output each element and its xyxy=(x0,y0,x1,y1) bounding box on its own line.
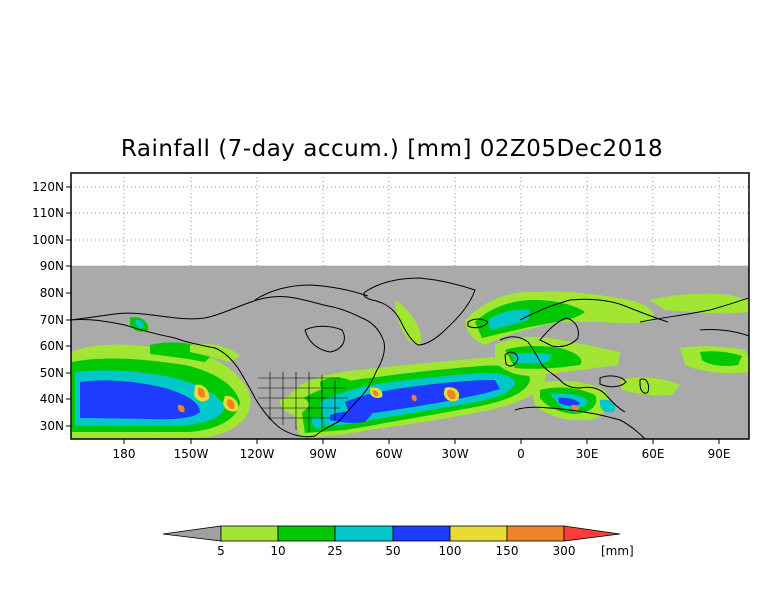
lon-axis xyxy=(123,439,720,444)
lat-label: 70N xyxy=(40,313,64,327)
precip-mediterranean xyxy=(530,377,680,421)
colorbar-break-label: 100 xyxy=(439,544,462,558)
lon-label: 0 xyxy=(517,447,525,461)
lat-label: 100N xyxy=(32,233,64,247)
colorbar-break-label: 50 xyxy=(385,544,400,558)
colorbar-low-arrow xyxy=(162,525,222,542)
lat-label: 120N xyxy=(32,180,64,194)
lat-label: 90N xyxy=(40,259,64,273)
colorbar-swatch xyxy=(334,525,394,542)
colorbar-unit: [mm] xyxy=(601,544,634,558)
lon-label: 30W xyxy=(441,447,468,461)
colorbar-swatch xyxy=(449,525,508,542)
colorbar-break-label: 300 xyxy=(553,544,576,558)
colorbar-high-arrow xyxy=(563,525,621,542)
lat-label: 30N xyxy=(40,419,64,433)
lon-label: 60E xyxy=(642,447,665,461)
lon-label: 90E xyxy=(708,447,731,461)
colorbar-swatch xyxy=(506,525,565,542)
colorbar-swatch xyxy=(392,525,451,542)
us-state-borders xyxy=(258,372,348,432)
lat-label: 110N xyxy=(32,206,64,220)
lon-label: 60W xyxy=(375,447,402,461)
colorbar-swatch xyxy=(277,525,336,542)
lat-label: 50N xyxy=(40,366,64,380)
lat-axis xyxy=(66,186,71,427)
colorbar-break-label: 150 xyxy=(496,544,519,558)
lon-label: 90W xyxy=(309,447,336,461)
map-frame xyxy=(70,172,750,440)
map-plot-area xyxy=(71,173,749,439)
lon-label: 150W xyxy=(174,447,209,461)
colorbar-break-label: 5 xyxy=(217,544,225,558)
lon-label: 30E xyxy=(576,447,599,461)
colorbar-break-label: 25 xyxy=(327,544,342,558)
gridlines xyxy=(71,173,749,266)
coastlines xyxy=(71,277,749,439)
colorbar-legend xyxy=(162,525,621,542)
lon-label: 120W xyxy=(240,447,275,461)
colorbar-swatch xyxy=(220,525,279,542)
colorbar-break-label: 10 xyxy=(270,544,285,558)
lat-label: 80N xyxy=(40,286,64,300)
precip-europe xyxy=(395,291,749,376)
lat-label: 40N xyxy=(40,392,64,406)
map-title: Rainfall (7-day accum.) [mm] 02Z05Dec201… xyxy=(120,136,664,162)
lon-label: 180 xyxy=(113,447,136,461)
precip-pacific xyxy=(71,317,251,439)
lat-label: 60N xyxy=(40,339,64,353)
